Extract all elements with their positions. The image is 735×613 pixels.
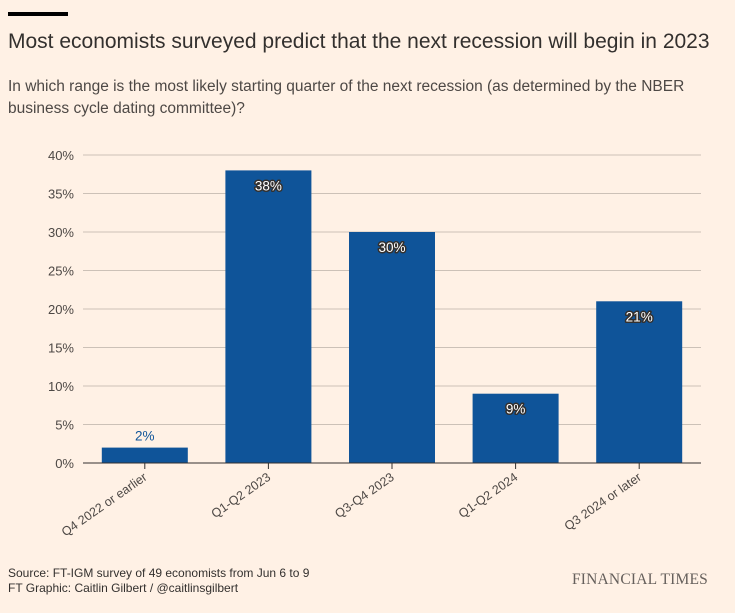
graphic-credit: FT Graphic: Caitlin Gilbert / @caitlinsg…: [8, 581, 239, 595]
value-label: 38%: [255, 178, 282, 193]
y-tick-label: 35%: [48, 187, 74, 202]
value-labels: 2%38%38%30%30%9%9%21%21%: [135, 177, 654, 444]
y-tick-label: 20%: [48, 302, 74, 317]
x-tick-label: Q1-Q2 2024: [456, 470, 520, 521]
y-axis-tick-labels: 0% 5% 10% 15% 20% 25% 30% 35% 40%: [48, 148, 74, 471]
bar: [472, 393, 559, 463]
y-tick-label: 5%: [55, 418, 74, 433]
bar: [349, 232, 435, 463]
x-tick-label: Q3-Q4 2023: [332, 470, 396, 521]
value-label: 30%: [378, 240, 405, 255]
y-tick-label: 30%: [48, 225, 74, 240]
header-accent-bar: [8, 12, 68, 16]
x-tick-label: Q1-Q2 2023: [209, 470, 273, 521]
value-label-halo: 30%: [378, 240, 405, 255]
x-axis-tick-labels: Q4 2022 or earlier Q1-Q2 2023 Q3-Q4 2023 Q1…: [59, 470, 644, 539]
chart-footer: Source: FT-IGM survey of 49 economists f…: [8, 566, 309, 596]
y-tick-label: 25%: [48, 264, 74, 279]
y-tick-label: 10%: [48, 379, 74, 394]
y-tick-label: 15%: [48, 341, 74, 356]
bar: [596, 301, 683, 463]
bar: [225, 170, 312, 463]
chart-subtitle: In which range is the most likely starti…: [8, 78, 685, 117]
source-note: Source: FT-IGM survey of 49 economists f…: [8, 566, 310, 580]
bar: [101, 447, 188, 463]
value-label-halo: 9%: [506, 402, 526, 417]
value-label-halo: 38%: [255, 178, 282, 193]
y-tick-label: 40%: [48, 148, 74, 163]
value-label-halo: 21%: [626, 309, 653, 324]
bars: [101, 170, 683, 463]
x-tick-label: Q4 2022 or earlier: [59, 470, 150, 539]
chart-title: Most economists surveyed predict that th…: [8, 30, 710, 53]
financial-times-logo: FINANCIAL TIMES: [571, 571, 708, 588]
value-label: 21%: [626, 309, 653, 324]
bar-chart: 0%5%10%15%20%25%30%35%40% 2%38%38%30%30%…: [48, 148, 701, 539]
x-tick-label: Q3 2024 or later: [562, 470, 644, 533]
y-tick-label: 0%: [55, 456, 74, 471]
x-axis: [83, 462, 701, 469]
value-label: 9%: [506, 402, 526, 417]
value-label: 2%: [135, 429, 155, 444]
